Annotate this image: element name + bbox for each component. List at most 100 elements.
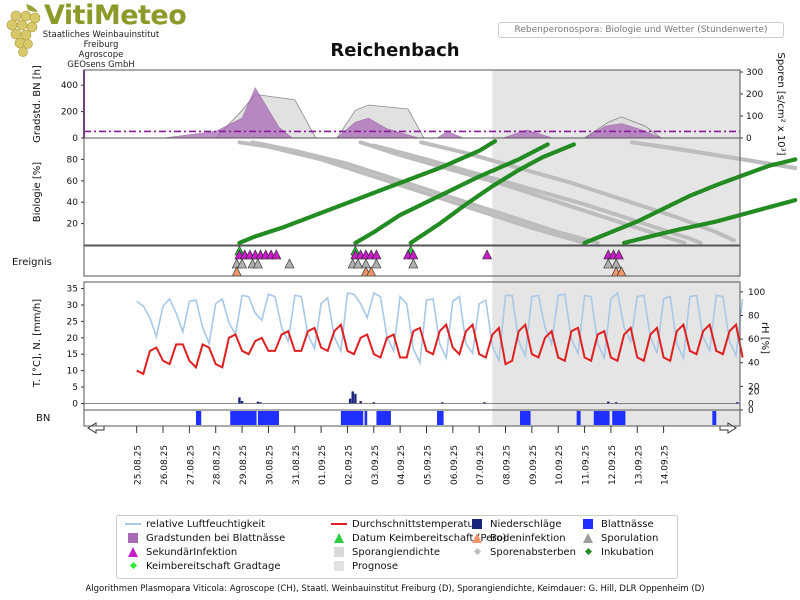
leaf-wetness-bar <box>376 411 391 425</box>
x-tick-label: 25.08.25 <box>134 445 144 485</box>
precip-bar <box>348 398 352 404</box>
wx-tick-label: 10 <box>67 367 79 377</box>
logo-subtitle: Staatliches Weinbauinstitut Freiburg Agr… <box>42 30 160 70</box>
legend-item: Gradstunden bei Blattnässe <box>125 533 285 544</box>
sporulation-marker <box>284 258 295 269</box>
incubation-curve <box>408 142 577 245</box>
wx-tick-label: 35 <box>67 285 78 295</box>
legend-item: Sporangiendichte <box>331 547 440 558</box>
spor-right-tick-label: 0 <box>746 134 752 144</box>
panel-frame-evt <box>83 245 741 277</box>
legend-item: Sporenabsterben <box>469 547 576 558</box>
secondary-infection-marker <box>271 249 282 260</box>
legend-item: Sporulation <box>580 533 658 544</box>
sporulation-marker <box>237 258 248 269</box>
panel-frame-bio <box>83 137 741 246</box>
precip-bar <box>256 401 260 404</box>
x-tick-label: 02.09.25 <box>344 445 354 485</box>
wx-right-tick-label: 40 <box>748 359 760 369</box>
legend-swatch <box>469 533 485 543</box>
legend-label: Bodeninfektion <box>490 533 566 544</box>
logo-wordmark: VitiMeteo <box>44 0 187 31</box>
leaf-wetness-bar <box>364 411 368 425</box>
legend-label: Prognose <box>352 561 399 572</box>
x-tick-label: 06.09.25 <box>450 445 460 485</box>
wx-tick-label: 15 <box>67 350 78 360</box>
legend-item: Inkubation <box>580 547 654 558</box>
legend-label: Sporulation <box>601 533 659 544</box>
x-tick-label: 13.09.25 <box>634 445 644 485</box>
precip-bar <box>441 402 444 404</box>
legend-label: Sporenabsterben <box>490 547 576 558</box>
legend-label: Niederschläge <box>490 519 562 530</box>
bio-tick-label: 20 <box>67 220 79 230</box>
logo-subtitle-line: Staatliches Weinbauinstitut Freiburg <box>42 30 160 50</box>
leaf-wetness-bar <box>340 411 364 425</box>
logo-subtitle-line: Agroscope <box>78 50 124 60</box>
legend-item: Keimbereitschaft Gradtage <box>125 561 280 572</box>
legend-swatch <box>469 519 485 529</box>
spore-death-curve <box>371 143 703 245</box>
incubation-curve <box>237 139 498 245</box>
legend-swatch <box>580 533 596 543</box>
event-ylabel: Ereignis <box>12 257 52 268</box>
legend-label: Datum Keimbereitschaft (Pero) <box>352 533 507 544</box>
wx-y2label: rH [%] <box>759 322 770 354</box>
x-tick-label: 12.09.25 <box>608 445 618 485</box>
soil-infection-marker <box>231 266 242 277</box>
leaf-wetness-bar <box>712 411 717 425</box>
bio-tick-label: 60 <box>67 177 79 187</box>
precip-bar <box>240 401 244 404</box>
scroll-left-icon <box>87 422 105 434</box>
spore-death-curve <box>250 140 600 245</box>
incubation-curve <box>353 142 550 245</box>
spor-right-tick-label: 100 <box>746 112 763 122</box>
x-tick-label: 01.09.25 <box>318 445 328 485</box>
legend-swatch <box>331 561 347 571</box>
x-tick-label: 26.08.25 <box>160 445 170 485</box>
rain-right-tick-label: 20 <box>748 387 760 397</box>
secondary-infection-marker <box>482 249 493 260</box>
incubation-curve <box>622 198 798 245</box>
wx-tick-label: 25 <box>67 317 78 327</box>
x-tick-label: 28.08.25 <box>213 445 223 485</box>
spor-tick-label: 0 <box>72 134 78 144</box>
wx-ylabel: T. [°C], N. [mm/h] <box>32 299 43 388</box>
leaf-wetness-bar <box>437 411 444 425</box>
spor-y2label: Sporen [s/cm² x 10³] <box>775 52 786 155</box>
spor-tick-label: 200 <box>61 108 78 118</box>
leaf-wetness-bar <box>593 411 610 425</box>
temperature-line <box>136 322 744 376</box>
legend-item: SekundärInfektion <box>125 547 237 558</box>
spor-right-tick-label: 300 <box>746 68 763 78</box>
chart-title: Reichenbach <box>330 40 460 61</box>
spore-death-curve <box>419 140 737 243</box>
legend-label: Sporangiendichte <box>352 547 441 558</box>
precip-bar <box>238 397 241 404</box>
legend-swatch <box>125 519 141 529</box>
spor-right-tick-label: 200 <box>746 90 763 100</box>
legend-item: relative Luftfeuchtigkeit <box>125 519 265 530</box>
spor-tick-label: 400 <box>61 81 78 91</box>
wx-tick-label: 20 <box>67 334 79 344</box>
wx-tick-label: 5 <box>72 383 78 393</box>
incubation-curve <box>582 157 798 245</box>
wx-right-tick-label: 20 <box>748 382 760 392</box>
legend-swatch <box>125 547 141 557</box>
wx-right-tick-label: 80 <box>748 311 760 321</box>
legend-item: Niederschläge <box>469 519 561 530</box>
spor-ylabel: Gradstd. BN [h] <box>32 65 43 143</box>
precip-bar <box>259 402 262 404</box>
bio-tick-label: 40 <box>67 198 79 208</box>
wx-right-tick-label: 60 <box>748 335 760 345</box>
x-tick-label: 05.09.25 <box>423 445 433 485</box>
precip-bar <box>354 393 357 404</box>
wx-right-tick-label: 100 <box>748 288 765 298</box>
humidity-line <box>136 291 744 366</box>
bn-ylabel: BN <box>36 413 50 424</box>
x-tick-label: 09.09.25 <box>529 445 539 485</box>
panel-frame-bn <box>83 409 741 427</box>
legend-swatch <box>125 533 141 543</box>
legend-item: Prognose <box>331 561 398 572</box>
